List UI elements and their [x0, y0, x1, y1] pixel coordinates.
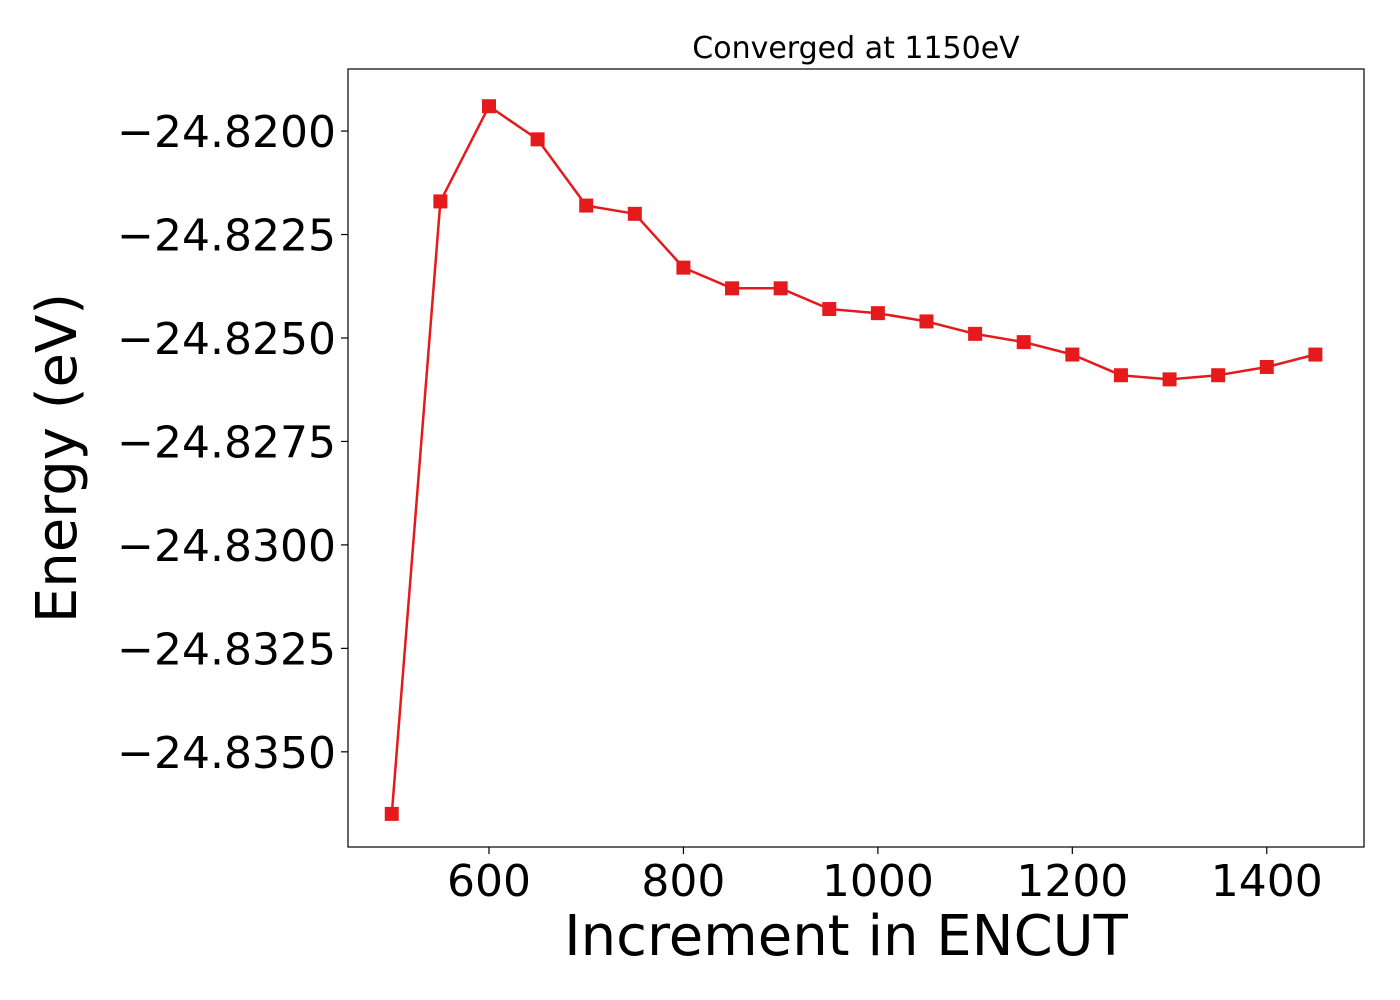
- data-point-marker: [870, 306, 885, 321]
- data-point-marker: [1016, 335, 1031, 350]
- x-tick-label: 1000: [822, 856, 934, 907]
- series-layer: [384, 99, 1323, 821]
- y-tick-label: −24.8200: [117, 107, 336, 158]
- data-point-marker: [1308, 347, 1323, 362]
- chart-title: Converged at 1150eV: [692, 31, 1020, 66]
- data-point-marker: [481, 99, 496, 114]
- x-tick-label: 1400: [1211, 856, 1323, 907]
- data-point-marker: [919, 314, 934, 329]
- data-point-marker: [530, 132, 545, 147]
- data-point-marker: [1162, 372, 1177, 387]
- data-point-marker: [773, 281, 788, 296]
- data-point-marker: [1113, 368, 1128, 383]
- y-axis-label: Energy (eV): [25, 293, 90, 623]
- x-tick-label: 1200: [1016, 856, 1128, 907]
- y-tick-label: −24.8325: [117, 624, 336, 675]
- y-tick-label: −24.8225: [117, 211, 336, 262]
- data-point-marker: [1211, 368, 1226, 383]
- data-point-marker: [676, 260, 691, 275]
- y-tick-label: −24.8350: [117, 728, 336, 779]
- data-point-marker: [822, 302, 837, 317]
- data-point-marker: [968, 326, 983, 341]
- plot-area-frame: [347, 68, 1365, 848]
- y-tick-label: −24.8300: [117, 521, 336, 572]
- data-point-marker: [1259, 359, 1274, 374]
- data-point-marker: [627, 206, 642, 221]
- x-axis-ticks: 600 800 1000 1200 1400: [447, 847, 1323, 907]
- data-point-marker: [579, 198, 594, 213]
- y-tick-label: −24.8275: [117, 417, 336, 468]
- y-axis-ticks: −24.8200 −24.8225 −24.8250 −24.8275 −24.8300…: [117, 107, 348, 779]
- x-tick-label: 600: [447, 856, 531, 907]
- data-point-marker: [433, 194, 448, 209]
- x-axis-label: Increment in ENCUT: [564, 904, 1129, 969]
- x-tick-label: 800: [641, 856, 725, 907]
- data-point-marker: [1065, 347, 1080, 362]
- data-point-marker: [384, 806, 399, 821]
- y-tick-label: −24.8250: [117, 314, 336, 365]
- energy-series-line: [390, 104, 1316, 814]
- data-point-marker: [725, 281, 740, 296]
